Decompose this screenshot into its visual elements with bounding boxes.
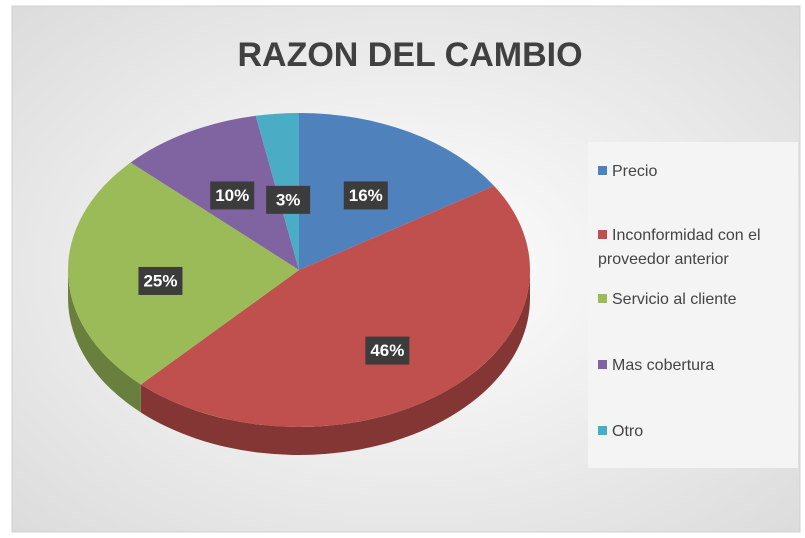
legend-item: Servicio al cliente xyxy=(598,288,794,312)
legend-swatch xyxy=(598,230,607,239)
legend-item: Inconformidad con el proveedor anterior xyxy=(598,224,794,272)
legend-label: Otro xyxy=(612,423,644,440)
legend-item: Mas cobertura xyxy=(598,354,794,378)
legend-label: Mas cobertura xyxy=(612,357,715,374)
legend-swatch xyxy=(598,294,607,303)
legend-swatch xyxy=(598,166,607,175)
slice xyxy=(299,113,495,270)
legend-item: Precio xyxy=(598,160,794,184)
data-label-box xyxy=(343,181,388,210)
legend: Precio Inconformidad con el proveedor ant… xyxy=(588,142,798,468)
data-label: 25% xyxy=(143,271,177,290)
data-label: 10% xyxy=(215,186,249,205)
data-label: 16% xyxy=(349,186,383,205)
data-label-box xyxy=(210,181,255,210)
legend-label: Inconformidad con el proveedor anterior xyxy=(598,227,761,268)
legend-label: Precio xyxy=(612,163,658,180)
legend-label: Servicio al cliente xyxy=(612,291,737,308)
data-label-box xyxy=(266,185,311,214)
legend-swatch xyxy=(598,426,607,435)
chart-title: RAZON DEL CAMBIO xyxy=(237,36,582,74)
slice-side xyxy=(140,270,530,456)
slice-side xyxy=(68,270,141,413)
legend-item: Otro xyxy=(598,420,794,444)
data-label: 3% xyxy=(276,190,301,209)
slice xyxy=(67,162,299,385)
slice xyxy=(140,185,530,428)
data-label-box xyxy=(365,336,410,365)
data-label: 46% xyxy=(370,341,404,360)
legend-swatch xyxy=(598,360,607,369)
data-label-box xyxy=(138,266,183,295)
